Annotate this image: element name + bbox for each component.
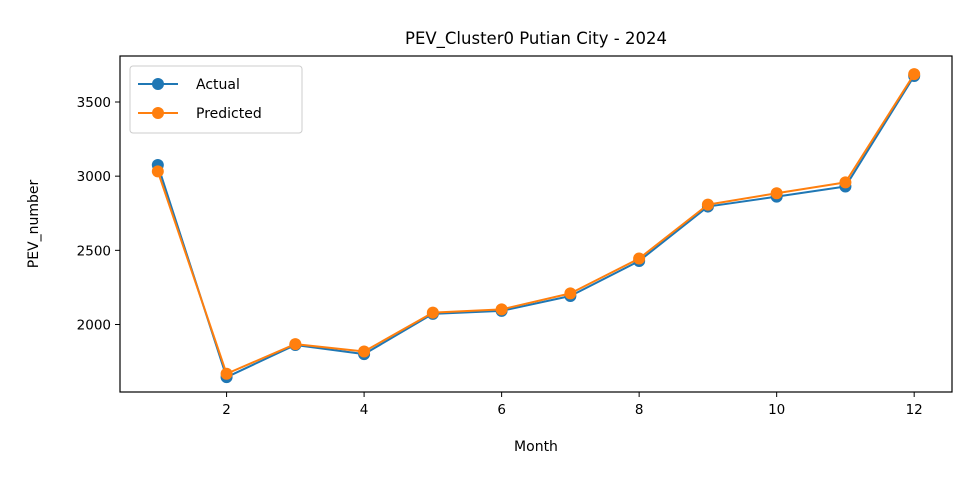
series-line-actual	[156, 75, 916, 379]
data-point-predicted	[151, 165, 164, 178]
x-axis-title: Month	[514, 439, 558, 455]
data-point-predicted	[564, 287, 577, 300]
x-tick-label: 2	[222, 402, 231, 418]
data-point-predicted	[770, 187, 783, 200]
data-point-predicted	[426, 306, 439, 319]
axes: 2 4 6 8 10 12 2000 2500 3000 3500	[77, 95, 923, 418]
y-tick-label: 3500	[77, 95, 111, 111]
data-point-predicted	[289, 338, 302, 351]
data-point-predicted	[839, 176, 852, 189]
chart-title: PEV_Cluster0 Putian City - 2024	[405, 29, 667, 49]
plot-area	[151, 68, 921, 384]
y-tick-label: 2000	[77, 318, 111, 334]
y-tick-label: 2500	[77, 243, 111, 259]
data-point-predicted	[908, 68, 921, 81]
data-point-predicted	[701, 198, 714, 211]
plot-frame	[119, 55, 953, 393]
data-point-predicted	[358, 345, 371, 358]
data-point-predicted	[633, 252, 646, 265]
legend-label-actual: Actual	[196, 77, 240, 93]
y-axis-title: PEV_number	[26, 180, 42, 269]
series-line-predicted	[156, 73, 916, 375]
x-tick-label: 8	[635, 402, 644, 418]
x-tick-label: 4	[360, 402, 369, 418]
y-tick-label: 3000	[77, 169, 111, 185]
x-tick-label: 6	[497, 402, 506, 418]
x-tick-label: 10	[768, 402, 785, 418]
data-point-predicted	[495, 303, 508, 316]
legend-marker-predicted	[152, 107, 164, 119]
legend: Actual Predicted	[129, 65, 303, 134]
legend-label-predicted: Predicted	[196, 106, 262, 122]
legend-box	[129, 65, 303, 134]
data-point-predicted	[220, 367, 233, 380]
legend-marker-actual	[152, 78, 164, 90]
x-tick-label: 12	[906, 402, 923, 418]
